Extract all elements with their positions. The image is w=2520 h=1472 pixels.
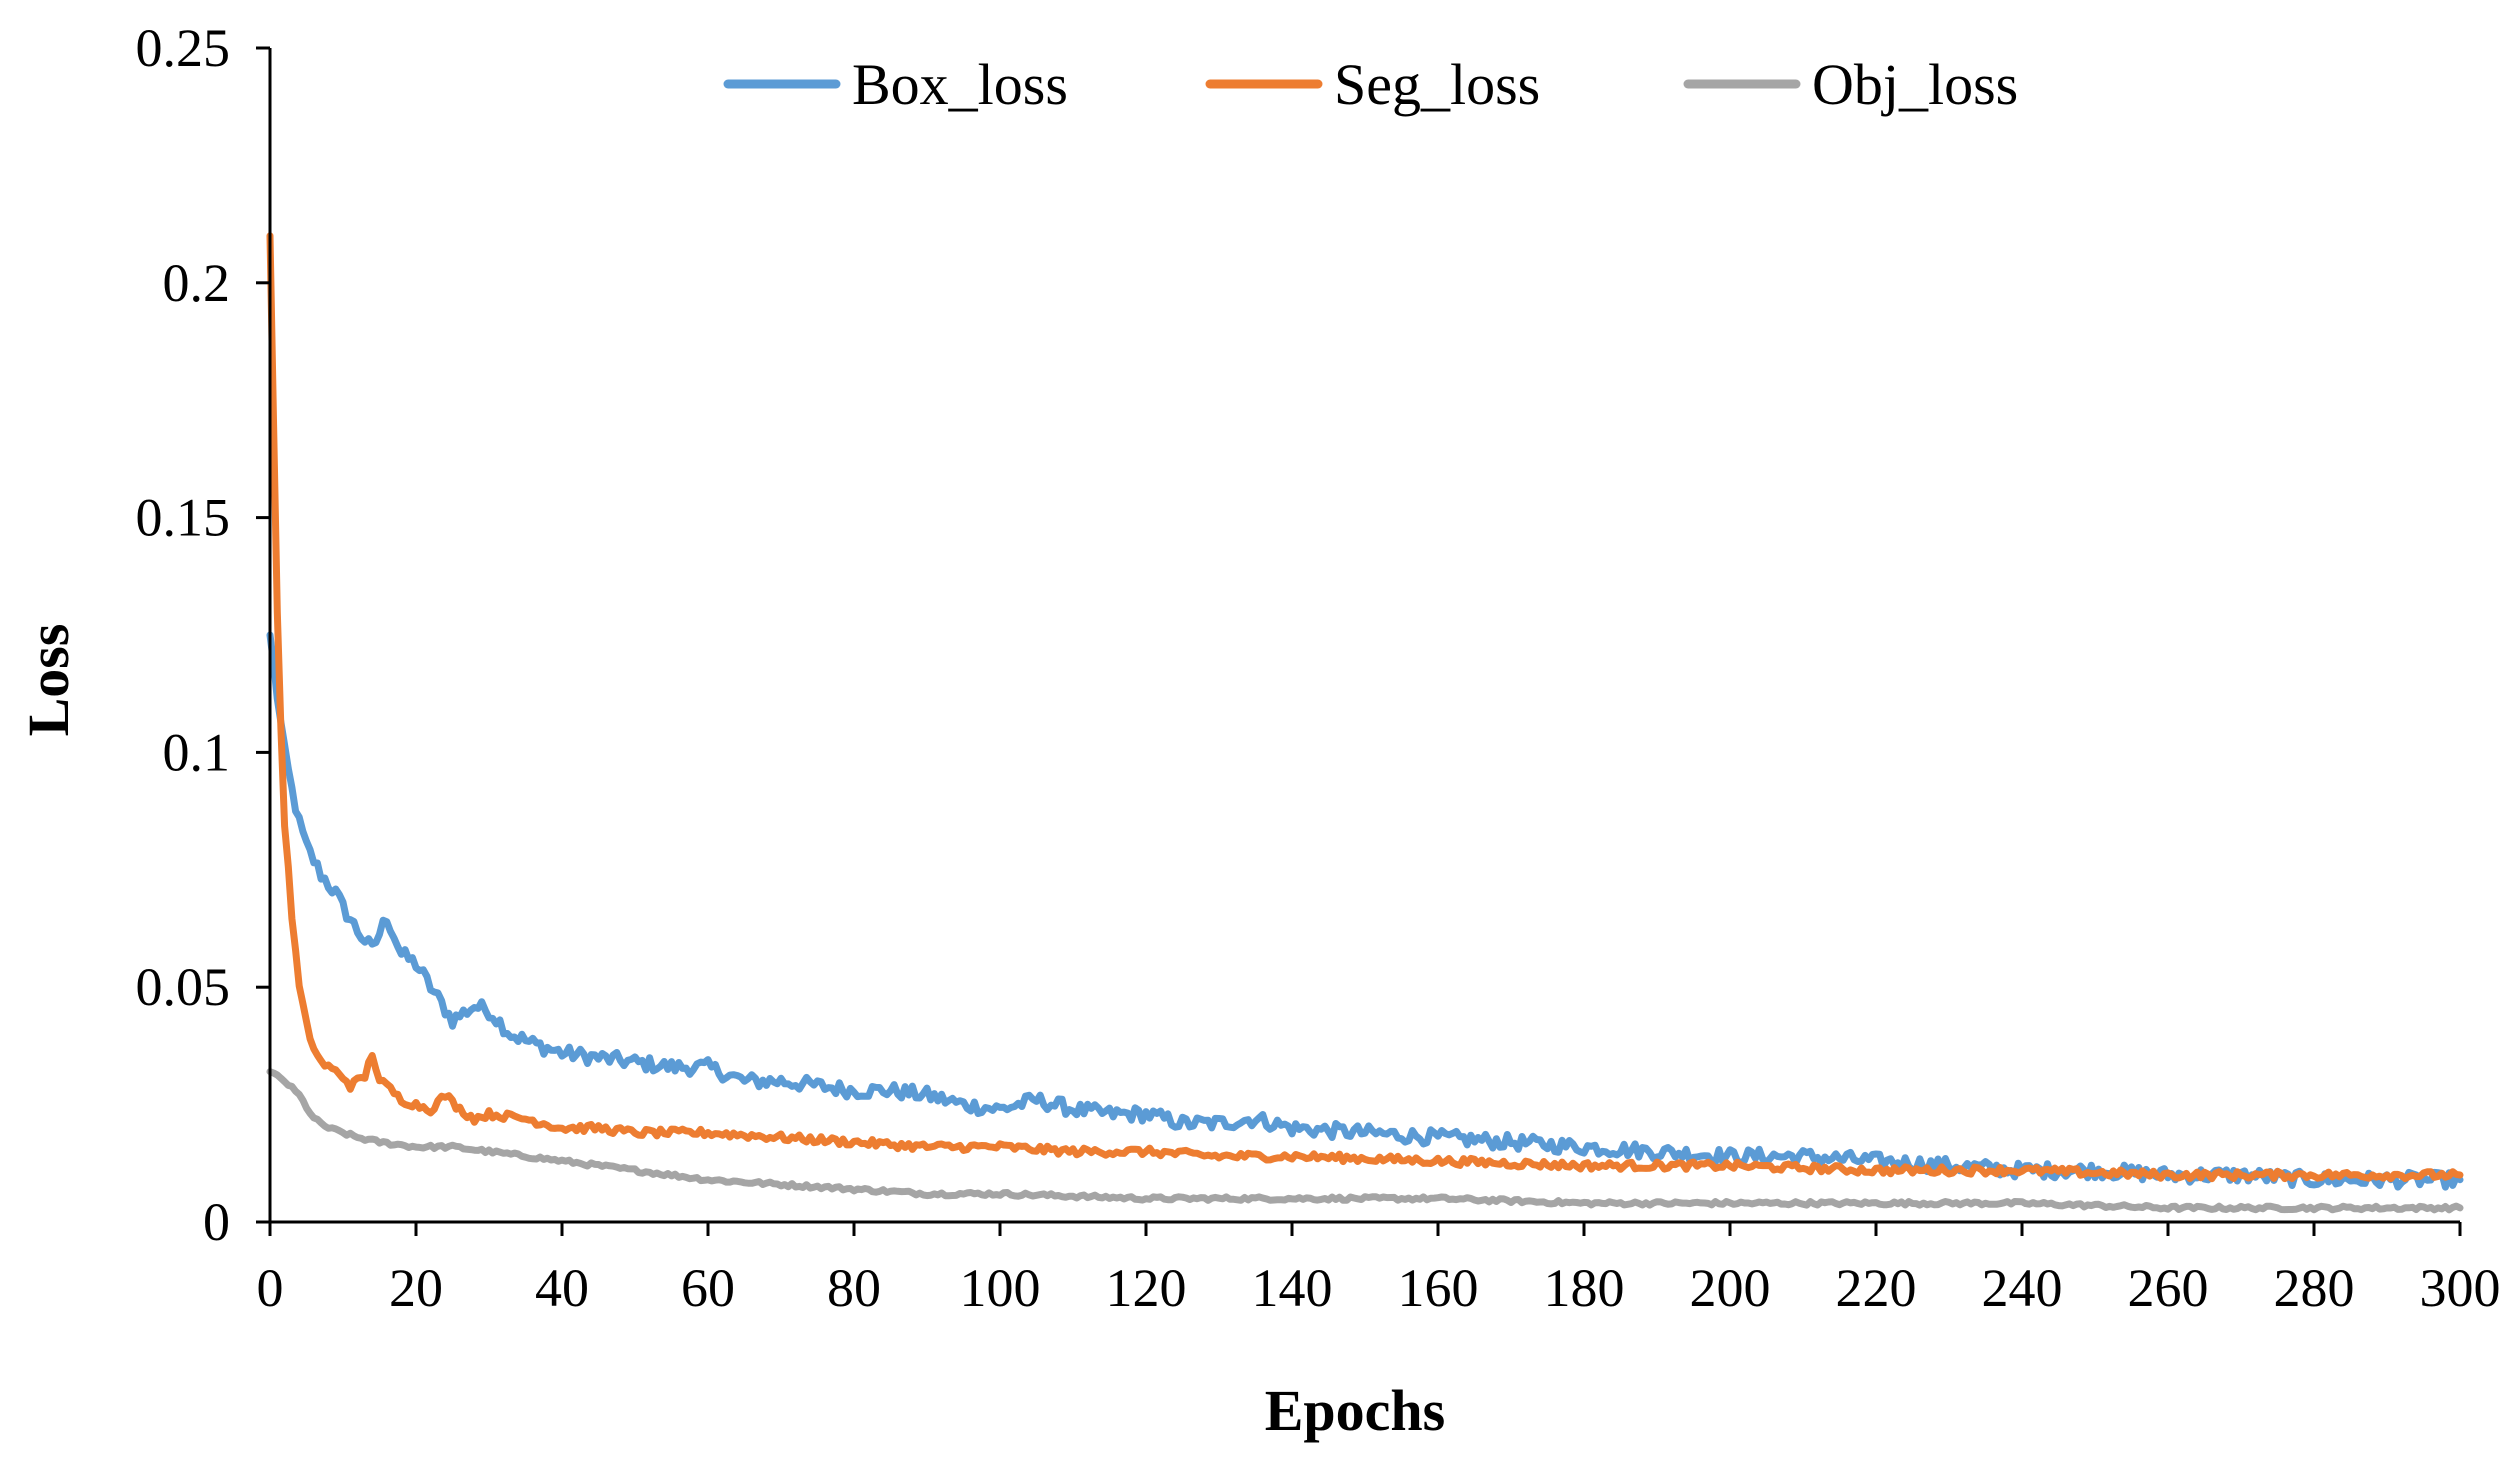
axes-layer: 0 0.05 0.1 0.15 0.2 0.25 0 20 40 60 80 100 120 140 160… xyxy=(136,18,2501,1318)
x-tick-label: 220 xyxy=(1836,1258,1917,1318)
legend-label: Obj_loss xyxy=(1812,52,2018,117)
x-tick-label: 240 xyxy=(1982,1258,2063,1318)
y-tick-label: 0.25 xyxy=(136,18,231,78)
x-tick-label: 160 xyxy=(1398,1258,1479,1318)
x-tick-label: 260 xyxy=(2128,1258,2209,1318)
x-tick-label: 300 xyxy=(2420,1258,2501,1318)
x-tick-label: 60 xyxy=(681,1258,735,1318)
x-tick-label: 120 xyxy=(1106,1258,1187,1318)
legend-item-seg-loss: Seg_loss xyxy=(1205,52,1540,117)
y-tick-label: 0 xyxy=(203,1192,230,1252)
x-tick-label: 140 xyxy=(1252,1258,1333,1318)
x-tick-label: 40 xyxy=(535,1258,589,1318)
legend-item-obj-loss: Obj_loss xyxy=(1683,52,2018,117)
series-line-seg-loss xyxy=(266,232,2464,1183)
y-tick-label: 0.15 xyxy=(136,488,231,548)
y-tick-label: 0.2 xyxy=(163,253,231,313)
y-tick-label: 0.1 xyxy=(163,722,231,782)
series-line-obj-loss xyxy=(266,1068,2464,1214)
x-tick-label: 200 xyxy=(1690,1258,1771,1318)
legend: Box_loss Seg_loss Obj_loss xyxy=(723,52,2018,117)
x-tick-label: 180 xyxy=(1544,1258,1625,1318)
x-axis-title: Epochs xyxy=(1265,1378,1446,1443)
y-tick-label: 0.05 xyxy=(136,957,231,1017)
series-line-box-loss xyxy=(266,631,2464,1191)
x-tick-label: 0 xyxy=(257,1258,284,1318)
legend-label: Seg_loss xyxy=(1334,52,1540,117)
y-axis-title: Loss xyxy=(16,624,81,737)
series-layer xyxy=(266,232,2464,1214)
legend-item-box-loss: Box_loss xyxy=(723,52,1068,117)
x-tick-label: 100 xyxy=(960,1258,1041,1318)
x-tick-label: 80 xyxy=(827,1258,881,1318)
x-tick-label: 280 xyxy=(2274,1258,2355,1318)
x-tick-label: 20 xyxy=(389,1258,443,1318)
legend-label: Box_loss xyxy=(852,52,1068,117)
